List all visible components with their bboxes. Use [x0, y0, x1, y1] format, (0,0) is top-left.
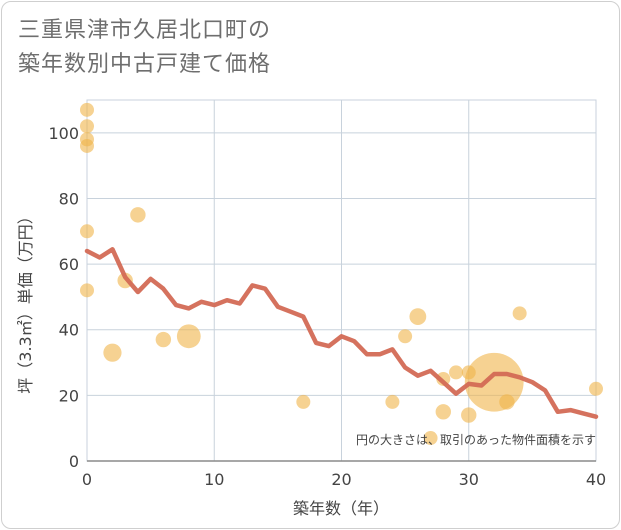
scatter-point — [589, 381, 603, 396]
average-price-line — [84, 247, 599, 419]
scatter-point — [103, 343, 122, 362]
scatter-point — [435, 404, 451, 420]
scatter-point — [512, 306, 527, 321]
x-axis-title: 築年数（年） — [293, 499, 389, 518]
scatter-point — [176, 324, 201, 349]
scatter-point — [80, 102, 94, 117]
scatter-points — [80, 102, 603, 446]
scatter-point — [80, 283, 94, 298]
scatter-point — [80, 224, 94, 239]
scatter-point — [80, 119, 94, 134]
y-axis-title: 坪（3.3㎡）単価（万円） — [16, 208, 35, 393]
scatter-point — [130, 207, 146, 223]
scatter-point — [499, 394, 515, 410]
chart-title-line-2: 築年数別中古戸建て価格 — [18, 52, 272, 77]
scatter-point — [423, 431, 438, 446]
chart-title: 三重県津市久居北口町の 築年数別中古戸建て価格 — [18, 14, 271, 82]
y-tick-label: 80 — [59, 189, 79, 208]
scatter-point — [464, 352, 524, 412]
scatter-point — [398, 329, 413, 344]
y-tick-label: 40 — [59, 321, 79, 340]
x-tick-label: 20 — [331, 470, 351, 489]
y-tick-label: 20 — [59, 386, 79, 405]
y-tick-label: 60 — [59, 255, 79, 274]
scatter-point — [80, 138, 94, 153]
y-tick-label: 0 — [69, 452, 79, 471]
scatter-point — [385, 394, 400, 409]
axis-ticks: 0 20 40 60 80 100 0 10 20 30 40 — [48, 124, 606, 489]
x-tick-label: 0 — [82, 470, 92, 489]
grid-lines — [86, 99, 597, 462]
scatter-point — [449, 365, 464, 380]
x-tick-label: 10 — [204, 470, 224, 489]
size-note: 円の大きさは、取引のあった物件面積を示す — [356, 432, 596, 447]
scatter-point — [296, 394, 311, 409]
x-tick-label: 30 — [459, 470, 479, 489]
chart-title-line-1: 三重県津市久居北口町の — [18, 18, 272, 43]
x-tick-label: 40 — [586, 470, 606, 489]
scatter-point — [155, 331, 172, 348]
average-line — [84, 247, 599, 419]
scatter-point — [409, 308, 427, 325]
y-tick-label: 100 — [48, 124, 79, 143]
scatter-point — [461, 407, 477, 423]
